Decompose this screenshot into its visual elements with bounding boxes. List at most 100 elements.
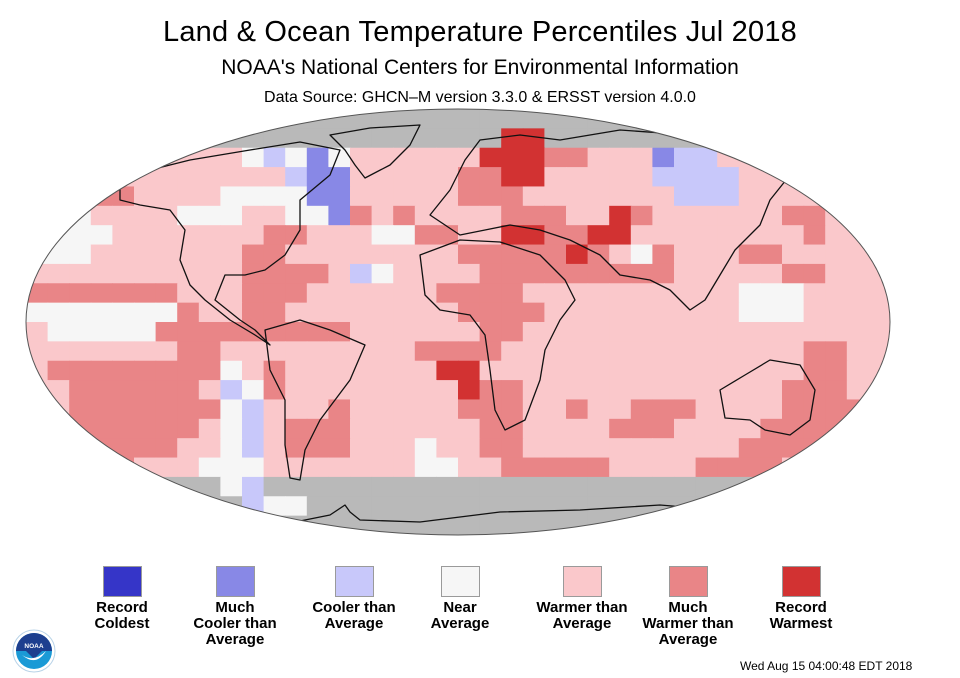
grid-cell <box>695 515 718 535</box>
grid-cell <box>285 283 308 304</box>
coastline-africa <box>419 239 576 431</box>
grid-cell <box>112 476 135 497</box>
grid-cell <box>26 186 49 207</box>
grid-cell <box>674 515 697 535</box>
grid-cell <box>177 341 200 362</box>
grid-cell <box>695 476 718 497</box>
grid-cell <box>652 225 675 246</box>
grid-cell <box>371 186 394 207</box>
grid-cell <box>306 147 329 168</box>
grid-cell <box>69 341 92 362</box>
grid-cell <box>544 302 567 323</box>
grid-cell <box>177 360 200 381</box>
grid-cell <box>479 205 502 226</box>
grid-cell <box>328 109 351 129</box>
grid-cell <box>630 457 653 478</box>
grid-cell <box>782 263 805 284</box>
grid-cell <box>47 109 70 129</box>
grid-cell <box>846 128 869 149</box>
grid-cell <box>760 109 783 129</box>
grid-cell <box>198 225 221 246</box>
grid-cell <box>587 457 610 478</box>
grid-cell <box>198 322 221 342</box>
grid-cell <box>306 496 329 517</box>
grid-cell <box>90 399 113 420</box>
grid-cell <box>868 418 890 439</box>
grid-cell <box>695 322 718 342</box>
grid-cell <box>47 476 70 497</box>
grid-cell <box>652 515 675 535</box>
grid-cell <box>846 263 869 284</box>
grid-cell <box>393 283 416 304</box>
grid-cell <box>242 457 265 478</box>
grid-cell <box>458 263 481 284</box>
grid-cell <box>846 380 869 401</box>
grid-cell <box>630 147 653 168</box>
grid-cell <box>393 225 416 246</box>
grid-cell <box>717 263 740 284</box>
legend-item-mw: Much Warmer than Average <box>628 566 748 648</box>
grid-cell <box>47 128 70 149</box>
grid-cell <box>242 399 265 420</box>
grid-cell <box>263 360 286 381</box>
grid-cell <box>285 302 308 323</box>
grid-cell <box>242 302 265 323</box>
grid-cell <box>825 322 848 342</box>
grid-cell <box>609 225 632 246</box>
legend-label: Much Cooler than Average <box>193 599 277 648</box>
grid-cell <box>393 322 416 342</box>
grid-cell <box>47 438 70 459</box>
grid-cell <box>717 515 740 535</box>
grid-cell <box>47 205 70 226</box>
grid-cell <box>501 167 524 188</box>
grid-cell <box>479 476 502 497</box>
grid-cell <box>155 399 178 420</box>
grid-cell <box>263 244 286 265</box>
grid-cell <box>69 515 92 535</box>
legend-label: Warmer than Average <box>536 599 628 632</box>
grid-cell <box>738 283 761 304</box>
grid-cell <box>414 302 437 323</box>
grid-cell <box>566 167 589 188</box>
grid-cell <box>26 302 49 323</box>
grid-cell <box>220 167 243 188</box>
grid-cell <box>825 186 848 207</box>
grid-cell <box>69 128 92 149</box>
grid-cell <box>803 399 826 420</box>
grid-cell <box>371 244 394 265</box>
grid-cell <box>544 380 567 401</box>
grid-cell <box>674 263 697 284</box>
grid-cell <box>134 167 157 188</box>
grid-cell <box>587 476 610 497</box>
grid-cell <box>695 109 718 129</box>
grid-cell <box>479 244 502 265</box>
grid-cell <box>566 360 589 381</box>
grid-cell <box>328 322 351 342</box>
grid-cell <box>479 167 502 188</box>
grid-cell <box>674 360 697 381</box>
grid-cell <box>566 186 589 207</box>
grid-cell <box>177 380 200 401</box>
grid-cell <box>285 205 308 226</box>
grid-cell <box>155 438 178 459</box>
grid-cell <box>69 109 92 129</box>
grid-cell <box>782 360 805 381</box>
grid-cell <box>26 341 49 362</box>
grid-cell <box>566 263 589 284</box>
grid-cell <box>695 302 718 323</box>
grid-cell <box>134 322 157 342</box>
grid-cell <box>134 225 157 246</box>
grid-cell <box>630 109 653 129</box>
grid-cell <box>695 225 718 246</box>
grid-cell <box>414 457 437 478</box>
grid-cell <box>90 244 113 265</box>
grid-cell <box>717 418 740 439</box>
grid-cell <box>285 322 308 342</box>
grid-cell <box>90 225 113 246</box>
grid-cell <box>112 360 135 381</box>
grid-cell <box>652 322 675 342</box>
grid-cell <box>868 322 890 342</box>
grid-cell <box>501 438 524 459</box>
grid-cell <box>566 496 589 517</box>
grid-cell <box>69 302 92 323</box>
